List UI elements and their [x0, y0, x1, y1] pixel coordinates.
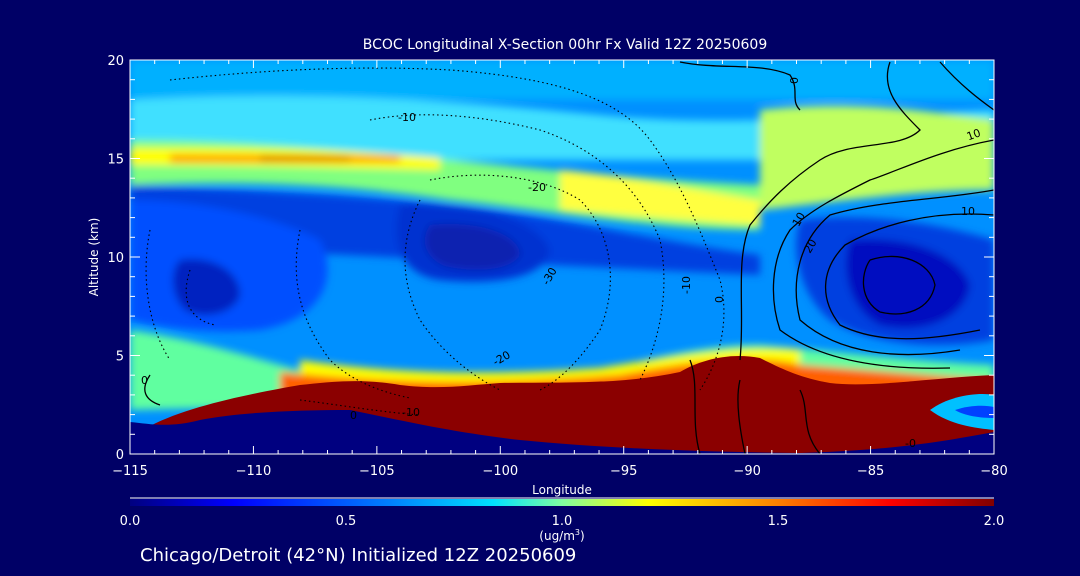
- colorbar-tick-label: 0.0: [120, 514, 141, 529]
- contour-label: 0: [713, 296, 726, 303]
- contour-label: -20: [528, 181, 546, 194]
- x-axis-label: Longitude: [532, 483, 592, 497]
- contour-label: 20: [801, 237, 819, 256]
- contour-label: -0: [905, 437, 916, 450]
- contour-label: -10: [680, 276, 693, 294]
- colorbar-tick-label: 2.0: [984, 514, 1005, 529]
- contour-label: 0: [788, 77, 801, 84]
- chart-title: BCOC Longitudinal X-Section 00hr Fx Vali…: [363, 37, 767, 53]
- contour-label: 10: [961, 205, 975, 218]
- y-tick-label: 0: [116, 448, 124, 463]
- x-tick-label: −90: [733, 464, 760, 479]
- x-tick-label: −95: [610, 464, 637, 479]
- x-tick-label: −115: [112, 464, 148, 479]
- y-tick-label: 15: [107, 153, 124, 168]
- y-tick-label: 20: [107, 54, 124, 69]
- contour-label: -10: [398, 111, 416, 124]
- colorbar: [130, 499, 994, 506]
- y-tick-label: 5: [116, 350, 124, 365]
- terrain: [130, 410, 994, 454]
- heatmap-field: [130, 60, 994, 454]
- contour-label: 10: [965, 126, 983, 143]
- dotted-contours: [145, 67, 725, 416]
- colorbar-tick-label: 0.5: [336, 514, 357, 529]
- solid-contours: [144, 61, 994, 454]
- colorbar-tick-label: 1.5: [768, 514, 789, 529]
- y-axis: 0 5 10 15 20: [107, 54, 994, 463]
- contour-labels: -10 -20 -30 -10 -20 -10 0 0 10 20 10 10 …: [141, 77, 983, 450]
- y-axis-label: Altitude (km): [87, 218, 101, 297]
- y-tick-label: 10: [107, 251, 124, 266]
- colorbar-units: (ug/m3): [539, 528, 584, 543]
- contour-label: 0: [141, 374, 148, 387]
- footer-caption: Chicago/Detroit (42°N) Initialized 12Z 2…: [140, 545, 576, 566]
- x-tick-label: −110: [236, 464, 272, 479]
- x-axis: −115 −110 −105 −100 −95 −90 −85 −80: [112, 60, 1008, 479]
- contour-label: 0: [350, 409, 357, 422]
- colorbar-tick-label: 1.0: [552, 514, 573, 529]
- colorbar-units-sup: 3: [575, 528, 580, 537]
- x-tick-label: −85: [857, 464, 884, 479]
- x-tick-label: −105: [359, 464, 395, 479]
- x-tick-label: −100: [482, 464, 518, 479]
- contour-label: -10: [402, 406, 420, 419]
- x-tick-label: −80: [980, 464, 1007, 479]
- colorbar-units-end: ): [580, 529, 585, 543]
- colorbar-units-main: (ug/m: [539, 529, 575, 543]
- colorbar-ticks: 0.0 0.5 1.0 1.5 2.0: [120, 514, 1005, 529]
- contour-label: 10: [790, 210, 808, 229]
